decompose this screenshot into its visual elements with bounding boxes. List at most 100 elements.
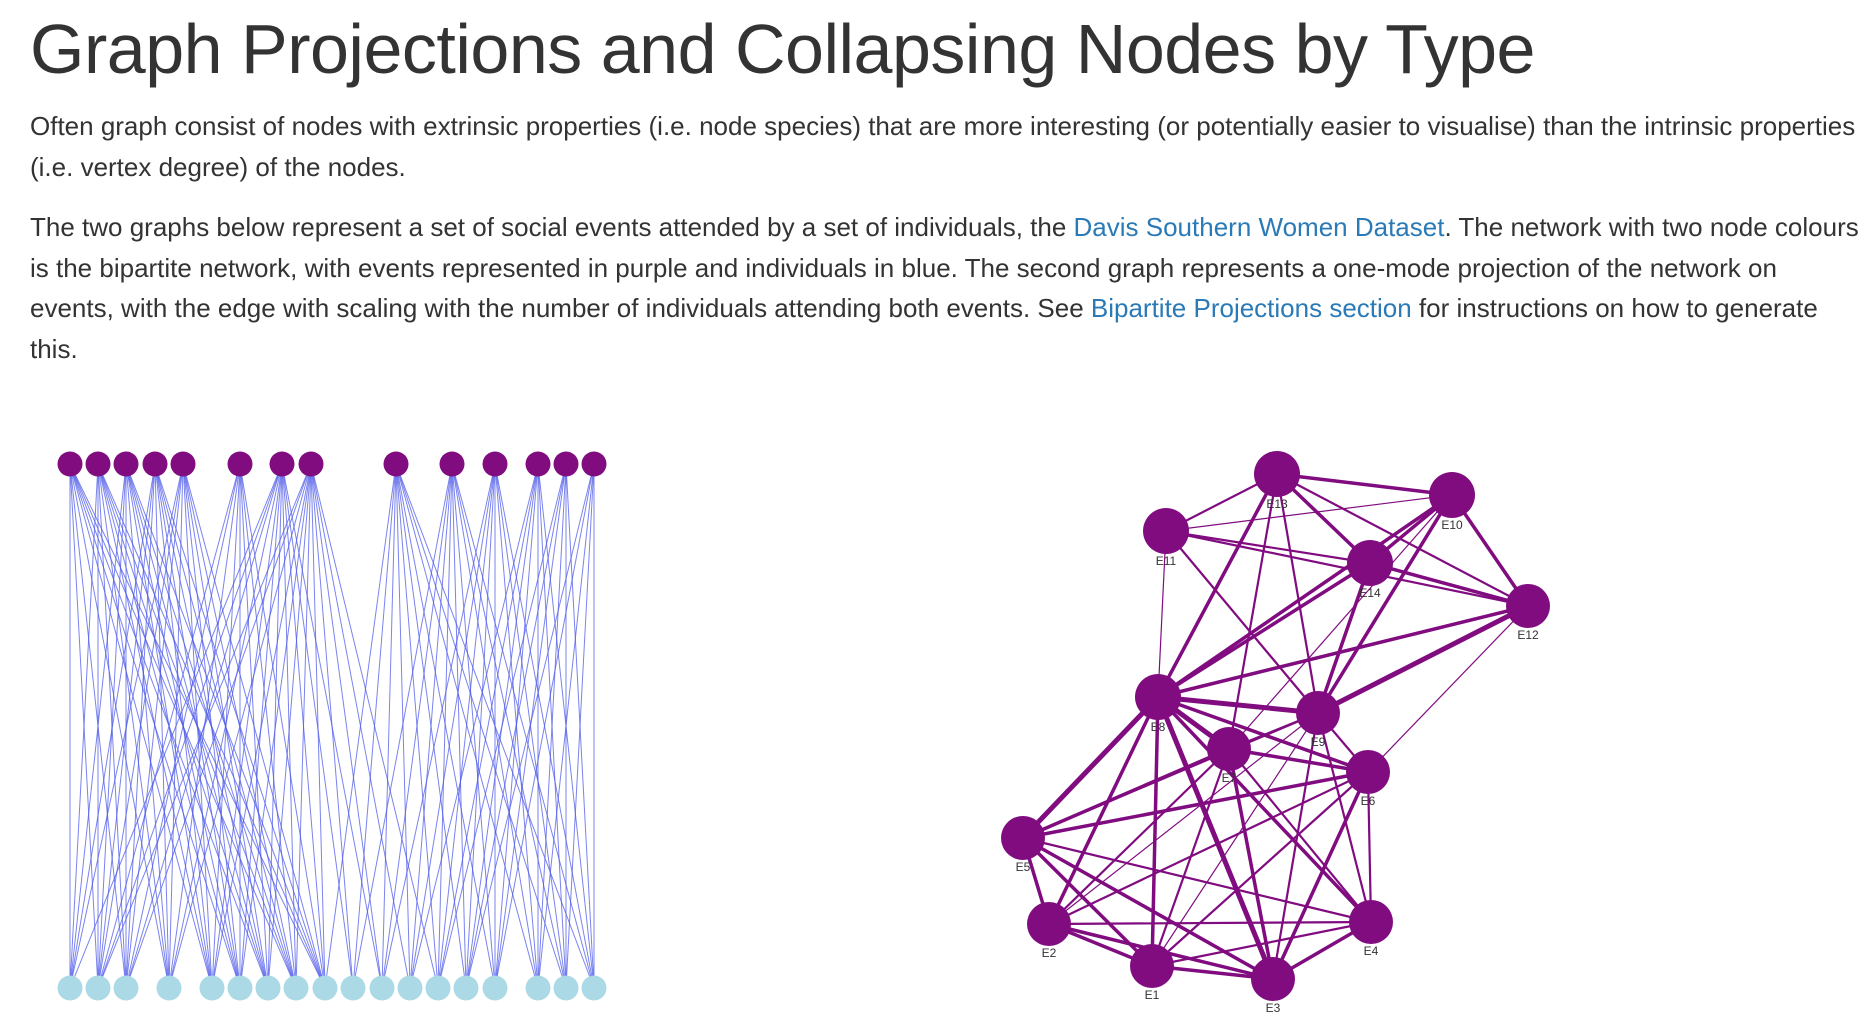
projection-edges (1021, 472, 1530, 981)
individual-node (113, 975, 139, 1001)
individual-node (425, 975, 451, 1001)
projection-edge (1369, 561, 1529, 608)
node-label-e3: E3 (1266, 1001, 1281, 1015)
individual-node (227, 975, 253, 1001)
attendance-edge (437, 463, 539, 989)
projection-edge (1316, 712, 1373, 923)
node-label-e8: E8 (1151, 720, 1166, 734)
attendance-edge (409, 463, 539, 989)
attendance-edge (381, 463, 453, 989)
attendance-edge (295, 463, 312, 989)
projection-edge (1150, 696, 1160, 967)
node-label-e7: E7 (1222, 771, 1237, 785)
node-label-e10: E10 (1441, 518, 1463, 532)
projection-edge (1156, 473, 1279, 698)
node-label-e14: E14 (1359, 586, 1381, 600)
projection-edge (1316, 494, 1454, 714)
event-node (227, 451, 253, 477)
event-node (298, 451, 324, 477)
node-label-e2: E2 (1042, 946, 1057, 960)
attendance-edge (352, 463, 453, 989)
projection-edge (1165, 529, 1371, 565)
event-node (113, 451, 139, 477)
event-node-e7 (1207, 727, 1251, 771)
attendance-edge (494, 463, 595, 989)
attendance-edge (352, 463, 397, 989)
projection-edge (1276, 472, 1453, 497)
projection-edge (1157, 561, 1371, 699)
page-title: Graph Projections and Collapsing Nodes b… (30, 10, 1535, 88)
attendance-edge (465, 463, 496, 989)
projection-edge (1157, 530, 1167, 698)
attendance-edge (97, 463, 283, 989)
attendance-edge (565, 463, 595, 989)
description-text-2: . The network with two node colours is t… (30, 212, 1859, 323)
event-node (142, 451, 168, 477)
event-node-e9 (1296, 691, 1340, 735)
attendance-edge (537, 463, 567, 989)
event-node-e14 (1347, 540, 1393, 586)
event-node (170, 451, 196, 477)
projection-edge (1367, 605, 1529, 773)
event-node-e13 (1254, 451, 1300, 497)
individual-node (453, 975, 479, 1001)
projection-edge (1165, 494, 1453, 532)
individual-node (525, 975, 551, 1001)
davis-dataset-link[interactable]: Davis Southern Women Dataset (1073, 212, 1445, 242)
event-node-e1 (1130, 944, 1174, 988)
intro-paragraph: Often graph consist of nodes with extrin… (30, 111, 1856, 182)
attendance-edge (310, 463, 354, 989)
event-node (581, 451, 607, 477)
projection-edge (1155, 696, 1276, 980)
attendance-edge (239, 463, 312, 989)
event-node-e4 (1349, 900, 1393, 944)
description-text-3: for instructions on how to generate this… (30, 293, 1818, 364)
node-label-e6: E6 (1361, 794, 1376, 808)
attendance-edge (125, 463, 184, 989)
attendance-edge (437, 463, 453, 989)
bipartite-nodes (57, 451, 607, 1001)
projection-edge (1275, 473, 1320, 714)
attendance-edge (437, 463, 496, 989)
event-node-e8 (1135, 674, 1181, 720)
attendance-edge (69, 463, 184, 989)
attendance-edge (125, 463, 170, 989)
attendance-edge (437, 463, 567, 989)
description-text-1: The two graphs below represent a set of … (30, 212, 1074, 242)
attendance-edge (409, 463, 453, 989)
bipartite-projections-link[interactable]: Bipartite Projections section (1090, 293, 1412, 323)
projection-edge (1228, 748, 1372, 923)
attendance-edge (537, 463, 595, 989)
individual-node (57, 975, 83, 1001)
attendance-edge (182, 463, 213, 989)
attendance-edge (69, 463, 127, 989)
attendance-edge (409, 463, 496, 989)
event-node-e12 (1506, 584, 1550, 628)
individual-node (312, 975, 338, 1001)
event-node-e3 (1251, 957, 1295, 1001)
projection-edge (1022, 770, 1369, 840)
event-node (553, 451, 579, 477)
projection-edge (1316, 562, 1372, 714)
projection-edge (1316, 603, 1530, 716)
attendance-edge (267, 463, 312, 989)
attendance-edge (154, 463, 170, 989)
event-node-e5 (1001, 816, 1045, 860)
attendance-edge (97, 463, 241, 989)
projection-edge (1048, 771, 1369, 925)
bipartite-network (57, 451, 607, 1001)
event-node (57, 451, 83, 477)
attendance-edge (310, 463, 326, 989)
node-label-e13: E13 (1266, 497, 1288, 511)
attendance-edge (97, 463, 184, 989)
individual-node (581, 975, 607, 1001)
attendance-edge (168, 463, 283, 989)
attendance-edge (381, 463, 397, 989)
attendance-edge (125, 463, 241, 989)
event-node (383, 451, 409, 477)
event-node-e11 (1143, 508, 1189, 554)
projection-nodes: E1 E2 E3 E4 E5 E6 E7 E8 E9 E10 E11 E12 E13 E14 (1001, 451, 1550, 1015)
individual-node (255, 975, 281, 1001)
